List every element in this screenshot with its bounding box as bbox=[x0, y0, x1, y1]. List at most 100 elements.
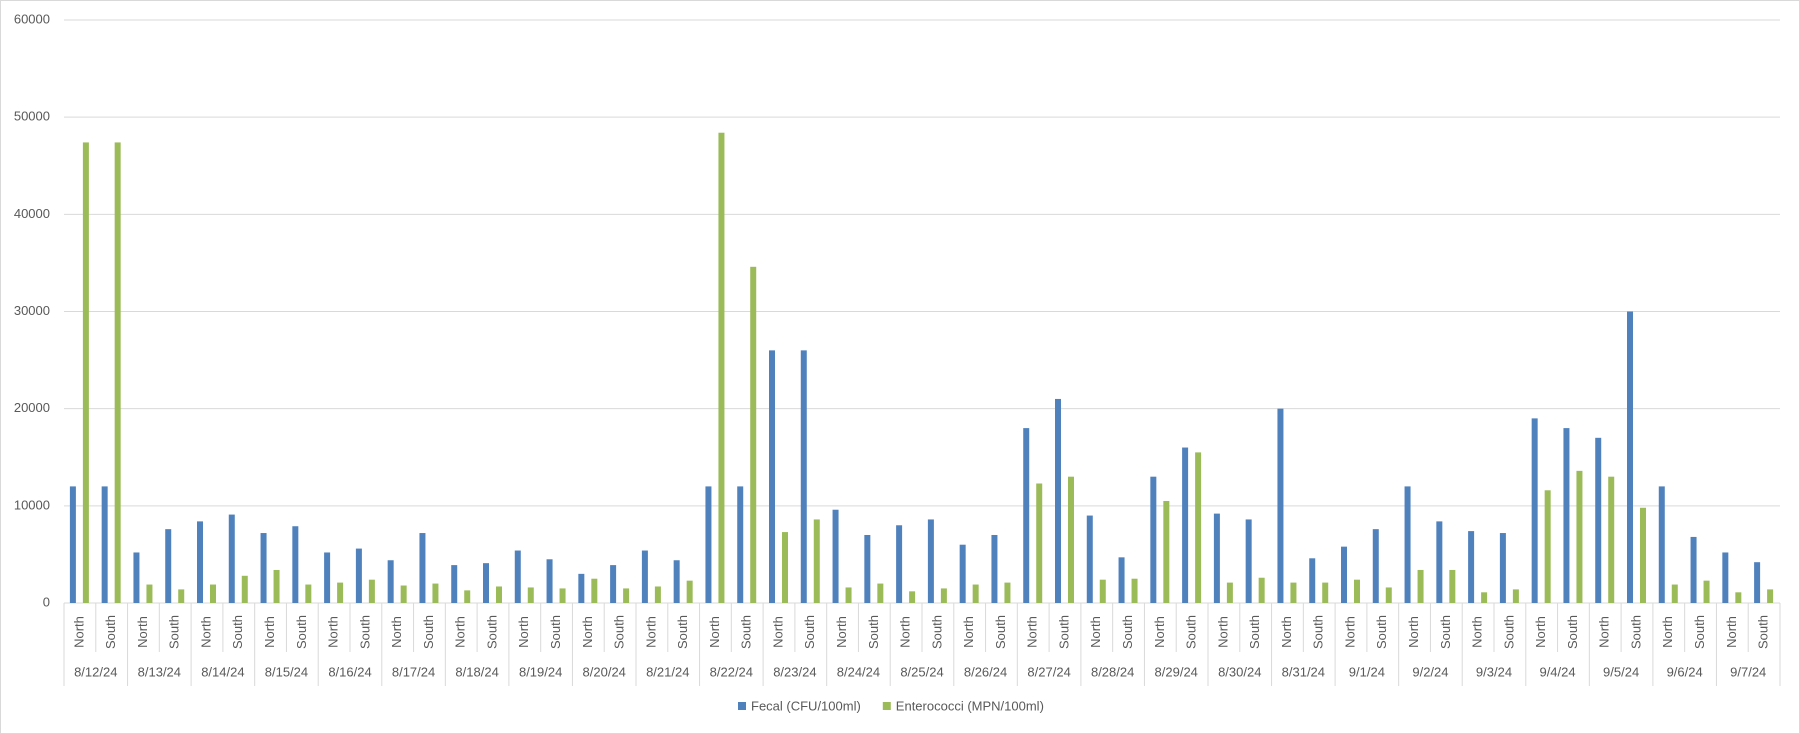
group-label: 8/14/24 bbox=[201, 664, 244, 679]
bar bbox=[178, 589, 185, 603]
bar bbox=[1195, 452, 1202, 603]
bar bbox=[1544, 490, 1551, 603]
bar bbox=[1182, 447, 1189, 603]
group-label: 9/5/24 bbox=[1603, 664, 1639, 679]
bar bbox=[813, 519, 820, 603]
bar bbox=[1099, 579, 1106, 603]
group-label: 8/27/24 bbox=[1027, 664, 1070, 679]
bar bbox=[1703, 580, 1710, 603]
group-label: 8/16/24 bbox=[328, 664, 371, 679]
group-label: 8/19/24 bbox=[519, 664, 562, 679]
bar bbox=[769, 350, 775, 603]
bar bbox=[101, 486, 108, 603]
bar bbox=[1658, 486, 1665, 603]
bar bbox=[559, 588, 566, 603]
x-tick-label: South bbox=[1120, 615, 1135, 649]
bar bbox=[1627, 311, 1633, 603]
y-tick-label: 40000 bbox=[14, 206, 50, 221]
x-tick-label: South bbox=[421, 615, 436, 649]
bar bbox=[210, 584, 216, 603]
x-tick-label: North bbox=[326, 616, 341, 648]
x-tick-label: South bbox=[1438, 615, 1453, 649]
x-tick-label: North bbox=[516, 616, 531, 648]
group-label: 9/1/24 bbox=[1349, 664, 1385, 679]
bar bbox=[1354, 579, 1360, 603]
legend-label: Fecal (CFU/100ml) bbox=[751, 698, 861, 713]
x-tick-label: South bbox=[675, 615, 690, 649]
group-label: 8/30/24 bbox=[1218, 664, 1261, 679]
bar bbox=[1245, 519, 1252, 603]
x-tick-label: North bbox=[135, 616, 150, 648]
bar bbox=[1436, 521, 1443, 603]
bar bbox=[1131, 578, 1138, 603]
bar bbox=[1036, 483, 1043, 603]
group-label: 9/3/24 bbox=[1476, 664, 1512, 679]
bar bbox=[940, 588, 947, 603]
bar bbox=[705, 486, 712, 603]
bar bbox=[1417, 569, 1424, 603]
bar bbox=[927, 519, 934, 603]
bar bbox=[1277, 408, 1284, 603]
bar bbox=[718, 132, 725, 604]
x-tick-label: South bbox=[802, 615, 817, 649]
x-tick-label: North bbox=[262, 616, 277, 648]
bar bbox=[1576, 470, 1583, 603]
x-tick-label: South bbox=[548, 615, 563, 649]
bar bbox=[1640, 507, 1646, 603]
bar bbox=[591, 578, 598, 603]
y-tick-label: 10000 bbox=[14, 497, 50, 512]
y-tick-label: 0 bbox=[43, 594, 50, 609]
bar bbox=[1213, 513, 1220, 603]
bar bbox=[292, 526, 299, 603]
x-tick-label: North bbox=[1342, 616, 1357, 648]
bar bbox=[1309, 558, 1316, 603]
bar bbox=[972, 584, 979, 603]
bar bbox=[623, 588, 630, 603]
group-label: 8/12/24 bbox=[74, 664, 117, 679]
bar bbox=[305, 584, 312, 603]
bar bbox=[241, 575, 248, 603]
bar bbox=[782, 532, 788, 603]
x-tick-label: North bbox=[1597, 616, 1612, 648]
bar bbox=[1690, 536, 1697, 603]
legend-label: Enterococci (MPN/100ml) bbox=[896, 698, 1044, 713]
group-label: 8/17/24 bbox=[392, 664, 435, 679]
bar bbox=[610, 565, 617, 603]
y-tick-label: 60000 bbox=[14, 11, 50, 26]
y-tick-label: 50000 bbox=[14, 109, 50, 124]
x-tick-label: North bbox=[834, 616, 849, 648]
bar bbox=[514, 550, 521, 603]
bar bbox=[337, 582, 344, 603]
x-tick-label: North bbox=[453, 616, 468, 648]
group-label: 8/22/24 bbox=[710, 664, 753, 679]
bar bbox=[1322, 582, 1329, 603]
bar bbox=[228, 514, 235, 603]
x-tick-label: South bbox=[1565, 615, 1580, 649]
x-tick-label: South bbox=[929, 615, 944, 649]
bar bbox=[1341, 546, 1347, 603]
bar bbox=[1372, 529, 1379, 603]
bar bbox=[273, 569, 280, 603]
bar bbox=[991, 534, 998, 603]
x-tick-label: North bbox=[1724, 616, 1739, 648]
bar bbox=[959, 544, 966, 603]
bar bbox=[1468, 531, 1475, 603]
bar bbox=[1290, 582, 1297, 603]
bar bbox=[432, 583, 439, 603]
bar bbox=[864, 534, 871, 603]
x-tick-label: North bbox=[1660, 616, 1675, 648]
x-tick-label: North bbox=[1215, 616, 1230, 648]
x-tick-label: South bbox=[103, 615, 118, 649]
bar bbox=[400, 585, 407, 603]
group-label: 8/24/24 bbox=[837, 664, 880, 679]
bar bbox=[1512, 589, 1519, 603]
bar bbox=[896, 525, 903, 603]
bar bbox=[1608, 476, 1615, 603]
group-label: 8/20/24 bbox=[583, 664, 626, 679]
bar bbox=[451, 565, 458, 603]
bar bbox=[1385, 587, 1392, 603]
bar bbox=[114, 142, 121, 603]
bar bbox=[146, 584, 153, 603]
bar bbox=[1163, 500, 1170, 603]
x-tick-label: North bbox=[1088, 616, 1103, 648]
